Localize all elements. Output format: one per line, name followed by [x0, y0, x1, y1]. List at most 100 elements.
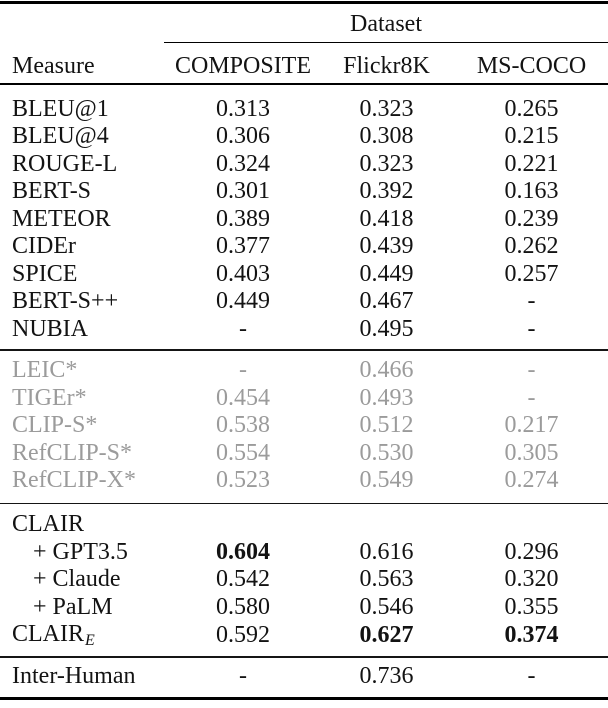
section-inter-human: Inter-Human - 0.736 -	[0, 658, 608, 698]
row-label-text: CLAIR	[12, 621, 84, 648]
value-flickr8k: 0.736	[359, 662, 414, 689]
section-standard-metrics: BLEU@1 0.313 0.323 0.265 BLEU@4 0.306 0.…	[0, 85, 608, 350]
section-divider-rule	[0, 349, 608, 352]
table-row: CLAIR	[0, 511, 608, 539]
row-label: CLAIR	[12, 511, 84, 538]
value-composite: 0.403	[216, 260, 270, 287]
value-composite: 0.301	[216, 178, 270, 205]
value-composite: 0.554	[216, 439, 270, 466]
top-rule	[0, 1, 608, 4]
row-label: TIGEr*	[12, 384, 87, 411]
table-row: + Claude 0.542 0.563 0.320	[0, 566, 608, 594]
row-label: BERT-S	[12, 178, 92, 205]
value-flickr8k: 0.616	[359, 538, 414, 565]
value-flickr8k: 0.439	[359, 233, 414, 260]
row-label: BLEU@4	[12, 123, 109, 150]
table-row: RefCLIP-S* 0.554 0.530 0.305	[0, 440, 608, 468]
value-flickr8k: 0.549	[359, 467, 414, 494]
table-row: BLEU@4 0.306 0.308 0.215	[0, 123, 608, 151]
column-header-flickr8k: Flickr8K	[343, 52, 430, 79]
table-row: ROUGE-L 0.324 0.323 0.221	[0, 151, 608, 179]
table-row: TIGEr* 0.454 0.493 -	[0, 385, 608, 413]
value-composite: -	[239, 662, 247, 689]
row-label: CIDEr	[12, 233, 76, 260]
table-row: CLIP-S* 0.538 0.512 0.217	[0, 412, 608, 440]
value-composite: 0.313	[216, 95, 270, 122]
table-row: BLEU@1 0.313 0.323 0.265	[0, 96, 608, 124]
value-composite: 0.449	[216, 288, 270, 315]
row-label: CLIP-S*	[12, 412, 98, 439]
value-flickr8k: 0.627	[359, 622, 414, 649]
value-composite: 0.377	[216, 233, 270, 260]
value-composite: 0.542	[216, 566, 270, 593]
value-flickr8k: 0.466	[359, 357, 414, 384]
value-mscoco: 0.217	[504, 412, 559, 439]
value-mscoco: 0.215	[504, 123, 559, 150]
row-label: LEIC*	[12, 357, 78, 384]
table-row: CIDEr 0.377 0.439 0.262	[0, 233, 608, 261]
table-row: BERT-S 0.301 0.392 0.163	[0, 178, 608, 206]
table-row: CLAIRE 0.592 0.627 0.374	[0, 621, 608, 649]
table-row: METEOR 0.389 0.418 0.239	[0, 206, 608, 234]
value-flickr8k: 0.530	[359, 439, 414, 466]
value-mscoco: 0.221	[504, 150, 559, 177]
table-row: LEIC* - 0.466 -	[0, 357, 608, 385]
value-composite: -	[239, 315, 247, 342]
row-label: Inter-Human	[12, 662, 136, 689]
row-label: BERT-S++	[12, 288, 119, 315]
value-composite: -	[239, 357, 247, 384]
value-mscoco: 0.239	[504, 205, 559, 232]
group-header-row: Dataset	[164, 4, 608, 44]
column-header-composite: COMPOSITE	[174, 52, 312, 79]
row-label: + Claude	[33, 566, 121, 593]
group-header-label: Dataset	[350, 10, 422, 37]
row-label: RefCLIP-S*	[12, 439, 132, 466]
row-label: ROUGE-L	[12, 150, 118, 177]
table-row: + GPT3.5 0.604 0.616 0.296	[0, 539, 608, 567]
value-flickr8k: 0.495	[359, 315, 414, 342]
value-flickr8k: 0.467	[359, 288, 414, 315]
value-flickr8k: 0.323	[359, 150, 414, 177]
value-flickr8k: 0.563	[359, 566, 414, 593]
value-composite: 0.389	[216, 205, 270, 232]
column-header-mscoco: MS-COCO	[476, 52, 587, 79]
value-mscoco: 0.274	[504, 467, 559, 494]
value-mscoco: 0.305	[504, 439, 559, 466]
column-header-row: Measure COMPOSITE Flickr8K MS-COCO	[0, 43, 608, 85]
row-label: METEOR	[12, 205, 111, 232]
value-flickr8k: 0.418	[359, 205, 414, 232]
table-row: + PaLM 0.580 0.546 0.355	[0, 594, 608, 622]
column-header-measure: Measure	[12, 52, 95, 79]
value-mscoco: 0.320	[504, 566, 559, 593]
value-composite: 0.306	[216, 123, 270, 150]
table-row: SPICE 0.403 0.449 0.257	[0, 261, 608, 289]
row-label: BLEU@1	[12, 95, 109, 122]
value-mscoco: -	[527, 662, 536, 689]
value-flickr8k: 0.512	[359, 412, 414, 439]
value-flickr8k: 0.392	[359, 178, 414, 205]
row-label: NUBIA	[12, 315, 88, 342]
bottom-rule	[0, 697, 608, 700]
table-row: RefCLIP-X* 0.523 0.549 0.274	[0, 467, 608, 495]
row-label: SPICE	[12, 260, 78, 287]
value-flickr8k: 0.449	[359, 260, 414, 287]
value-mscoco: 0.257	[504, 260, 559, 287]
value-flickr8k: 0.546	[359, 593, 414, 620]
value-flickr8k: 0.323	[359, 95, 414, 122]
value-mscoco: -	[527, 315, 536, 342]
value-composite: 0.454	[216, 384, 270, 411]
value-mscoco: 0.163	[504, 178, 559, 205]
row-label-subscript: E	[85, 632, 95, 650]
value-mscoco: -	[527, 288, 536, 315]
value-mscoco: -	[527, 384, 536, 411]
value-mscoco: 0.355	[504, 593, 559, 620]
section-clair: CLAIR + GPT3.5 0.604 0.616 0.296 + Claud…	[0, 504, 608, 656]
value-flickr8k: 0.308	[359, 123, 414, 150]
value-mscoco: 0.296	[504, 538, 559, 565]
row-label: + GPT3.5	[33, 538, 128, 565]
value-mscoco: 0.374	[504, 622, 559, 649]
table-row: NUBIA - 0.495 -	[0, 316, 608, 344]
row-label-clair-e: CLAIRE	[0, 621, 168, 651]
row-label: RefCLIP-X*	[12, 467, 136, 494]
